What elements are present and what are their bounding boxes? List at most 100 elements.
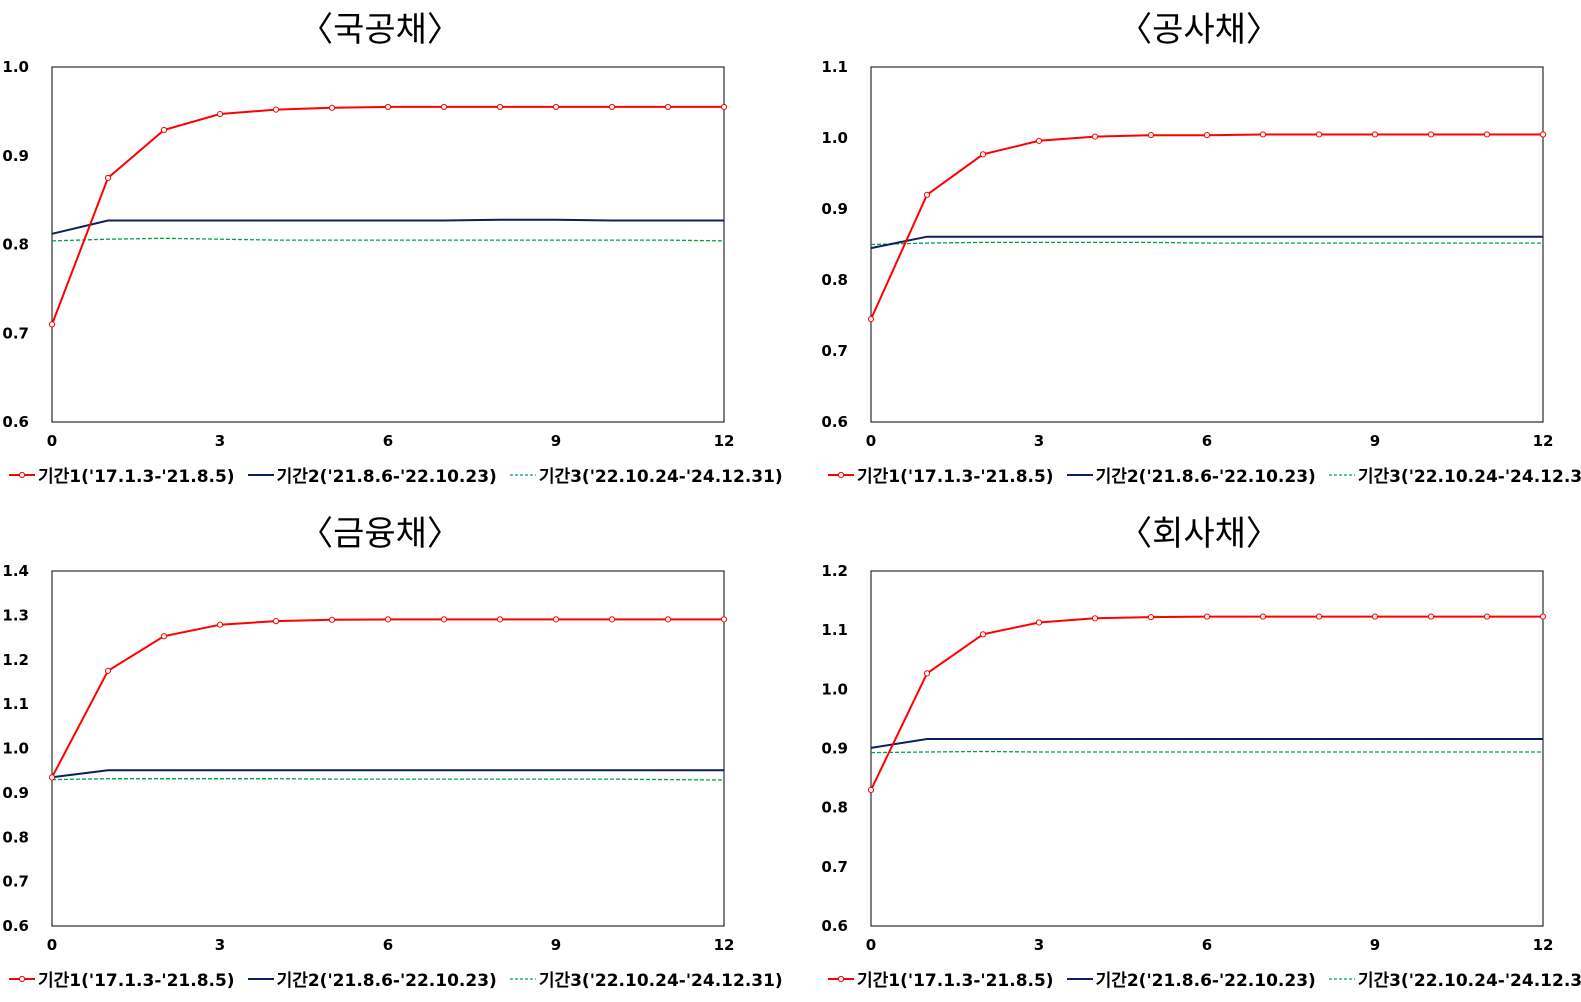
plot-area-border	[870, 570, 1544, 927]
legend-label: 기간1('17.1.3-'21.8.5)	[38, 971, 235, 991]
x-tick-label: 6	[383, 936, 393, 954]
data-point	[1203, 132, 1211, 139]
legend-swatch	[9, 471, 35, 478]
legend-item: 기간3('22.10.24-'24.12.31)	[1328, 966, 1581, 991]
data-point	[104, 667, 112, 674]
chart-panel: 〈금융채〉 0.6 0.7 0.8 0.9 1.0 1.1 1.2 1.3 1.4 0 3 6 9 12 기간…	[0, 504, 790, 1002]
chart-panel: 〈국공채〉 0.6 0.7 0.8 0.9 1.0 0 3 6 9 12 기간1('17.1.3-'2…	[0, 0, 790, 498]
legend-swatch	[509, 473, 536, 476]
series-line	[51, 618, 724, 778]
y-tick-label: 0.9	[2, 147, 29, 165]
legend-label: 기간2('21.8.6-'22.10.23)	[1095, 467, 1316, 487]
data-point	[1539, 131, 1547, 138]
x-tick-label: 0	[866, 432, 876, 450]
series-line	[870, 750, 1543, 754]
legend-label: 기간3('22.10.24-'24.12.31)	[1357, 467, 1581, 487]
y-tick-label: 1.1	[821, 58, 848, 76]
plot-area-border	[870, 66, 1544, 423]
legend-label: 기간3('22.10.24-'24.12.31)	[538, 971, 783, 991]
legend-swatch	[828, 471, 854, 478]
y-tick-label: 0.6	[821, 413, 848, 431]
legend-label: 기간2('21.8.6-'22.10.23)	[276, 467, 497, 487]
x-tick-label: 6	[1202, 936, 1212, 954]
legend-swatch	[247, 977, 274, 980]
chart-panel: 〈공사채〉 0.6 0.7 0.8 0.9 1.0 1.1 0 3 6 9 12 기간1('17.1.3…	[819, 0, 1581, 498]
y-tick-label: 0.7	[2, 324, 29, 342]
series-line	[51, 218, 724, 235]
legend-swatch-marker	[837, 975, 845, 982]
series-line	[51, 778, 725, 781]
y-tick-label: 1.1	[821, 621, 848, 639]
chart-panel: 〈회사채〉 0.6 0.7 0.8 0.9 1.0 1.1 1.2 0 3 6 9 12 기간1('17.…	[819, 504, 1581, 1002]
x-tick-label: 0	[47, 432, 57, 450]
data-point	[1147, 132, 1155, 139]
data-point	[1259, 613, 1267, 620]
y-tick-label: 1.0	[2, 740, 29, 758]
data-point	[1315, 131, 1323, 138]
y-tick-label: 0.7	[2, 873, 29, 891]
data-point	[1147, 614, 1155, 621]
chart-title: 〈금융채〉	[299, 514, 461, 554]
series-line	[870, 615, 1543, 791]
legend-swatch	[9, 975, 35, 982]
series-line	[51, 105, 724, 325]
x-tick-label: 12	[714, 936, 735, 954]
y-tick-label: 0.8	[821, 799, 848, 817]
chart-title: 〈공사채〉	[1118, 10, 1280, 50]
legend-item: 기간3('22.10.24-'24.12.31)	[509, 462, 783, 487]
x-tick-label: 6	[383, 432, 393, 450]
data-point	[867, 786, 875, 794]
legend-item: 기간3('22.10.24-'24.12.31)	[1328, 462, 1581, 487]
data-point	[867, 315, 875, 323]
data-point	[664, 103, 672, 111]
y-tick-label: 1.4	[2, 562, 29, 580]
legend-item: 기간2('21.8.6-'22.10.23)	[1066, 966, 1316, 991]
data-point	[1483, 613, 1491, 620]
legend-label: 기간3('22.10.24-'24.12.31)	[1357, 971, 1581, 991]
x-tick-label: 3	[215, 432, 225, 450]
y-tick-label: 0.6	[2, 917, 29, 935]
data-point	[160, 126, 168, 134]
y-tick-label: 1.0	[2, 58, 29, 76]
x-tick-label: 6	[1202, 432, 1212, 450]
data-point	[384, 103, 392, 111]
y-tick-label: 1.1	[2, 695, 29, 713]
x-tick-label: 3	[215, 936, 225, 954]
chart-plot: 0.6 0.7 0.8 0.9 1.0 1.1 0 3 6 9 12	[821, 58, 1553, 450]
y-tick-label: 0.8	[2, 236, 29, 254]
chart-plot: 0.6 0.7 0.8 0.9 1.0 1.1 1.2 0 3 6 9 12	[821, 562, 1554, 954]
data-point	[328, 104, 336, 111]
data-point	[608, 616, 616, 623]
legend-label: 기간1('17.1.3-'21.8.5)	[857, 971, 1054, 991]
legend-swatch	[247, 473, 274, 476]
series-line	[870, 235, 1543, 250]
data-point	[979, 151, 987, 158]
y-tick-label: 1.0	[821, 129, 848, 147]
legend-label: 기간2('21.8.6-'22.10.23)	[1095, 971, 1316, 991]
x-tick-label: 9	[551, 432, 561, 450]
legend-label: 기간1('17.1.3-'21.8.5)	[38, 467, 235, 487]
data-point	[720, 103, 728, 111]
data-point	[1427, 613, 1435, 620]
legend-swatch	[1066, 977, 1093, 980]
legend-swatch	[509, 977, 536, 980]
data-point	[440, 616, 448, 623]
data-point	[48, 774, 56, 781]
legend: 기간1('17.1.3-'21.8.5) 기간2('21.8.6-'22.10.2…	[827, 966, 1581, 991]
legend: 기간1('17.1.3-'21.8.5) 기간2('21.8.6-'22.10.2…	[8, 966, 795, 991]
y-tick-label: 0.9	[821, 200, 848, 218]
y-tick-label: 0.9	[821, 740, 848, 758]
legend-swatch	[1328, 977, 1355, 980]
x-tick-label: 12	[1533, 936, 1554, 954]
legend-swatch-marker	[18, 975, 26, 982]
legend-swatch-marker	[837, 471, 845, 478]
legend: 기간1('17.1.3-'21.8.5) 기간2('21.8.6-'22.10.2…	[8, 462, 795, 487]
legend-swatch	[828, 975, 854, 982]
data-point	[552, 103, 560, 111]
y-tick-label: 0.7	[821, 858, 848, 876]
data-point	[216, 110, 224, 118]
legend-item: 기간3('22.10.24-'24.12.31)	[509, 966, 783, 991]
chart-title: 〈회사채〉	[1118, 514, 1280, 554]
y-tick-label: 0.8	[2, 828, 29, 846]
data-point	[923, 670, 931, 677]
